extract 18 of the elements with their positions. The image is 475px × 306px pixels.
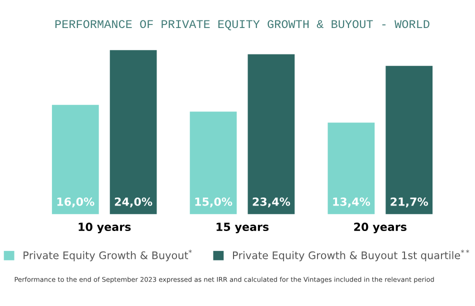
x-tick-label: 15 years (216, 222, 269, 234)
legend-label: Private Equity Growth & Buyout 1st quartile$^{**}$ (233, 250, 470, 262)
bar (248, 54, 295, 214)
data-label: 24,0% (114, 197, 152, 208)
data-label: 15,0% (195, 197, 232, 208)
x-tick-label: 20 years (354, 222, 406, 234)
bar (110, 50, 157, 214)
bar (328, 122, 375, 214)
bar (190, 112, 237, 214)
data-label: 21,7% (390, 197, 428, 208)
data-label: 13,4% (333, 197, 370, 208)
bar (386, 66, 433, 214)
data-label: 16,0% (57, 197, 94, 208)
data-label: 23,4% (252, 197, 290, 208)
legend-label: Private Equity Growth & Buyout$^{*}$ (24, 250, 192, 262)
chart-title: PERFORMANCE OF PRIVATE EQUITY GROWTH & BUYOUT - WORLD (55, 20, 430, 30)
x-tick-label: 10 years (78, 222, 131, 234)
bar (52, 104, 99, 214)
